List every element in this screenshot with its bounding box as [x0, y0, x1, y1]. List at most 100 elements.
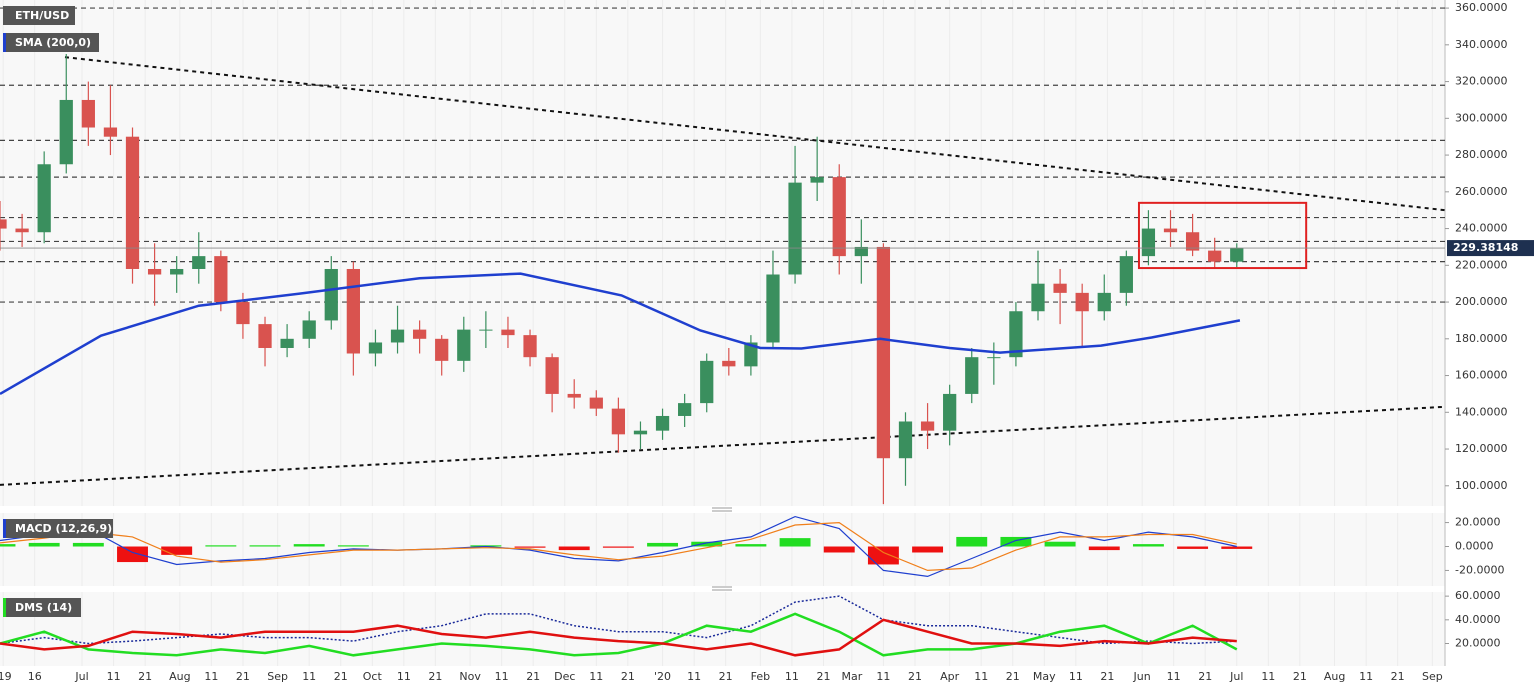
x-tick-label: 11 [302, 670, 316, 683]
candle-body [192, 256, 206, 269]
x-tick-label: 11 [1261, 670, 1275, 683]
candle-body [324, 268, 338, 321]
x-tick-label: 21 [1006, 670, 1020, 683]
x-tick-label: 21 [334, 670, 348, 683]
grip [712, 507, 732, 591]
dms-title: DMS (14) [15, 601, 72, 614]
y-tick-label: 160.0000 [1455, 369, 1508, 382]
x-tick-label: May [1033, 670, 1056, 683]
candle-body [214, 256, 228, 303]
y-tick-label: 260.0000 [1455, 185, 1508, 198]
histogram-bar [1000, 536, 1032, 547]
histogram-bar [161, 546, 193, 555]
candle-body [1009, 311, 1023, 358]
candle-body [346, 268, 360, 354]
label-bg [3, 33, 99, 52]
candle-body [722, 360, 736, 367]
candle-body [1230, 248, 1244, 262]
y-tick-label: 0.0000 [1455, 540, 1494, 553]
histogram-bar [514, 546, 546, 548]
x-tick-label: 21 [816, 670, 830, 683]
x-tick-label: Oct [363, 670, 383, 683]
chart-title: ETH/USD [15, 9, 69, 22]
x-tick-label: Mar [841, 670, 862, 683]
candle-body [280, 338, 294, 348]
candle-body [987, 357, 1001, 359]
histogram-bar [205, 545, 237, 547]
candle-body [832, 177, 846, 257]
candle-body [611, 408, 626, 435]
histogram-bar [823, 546, 855, 553]
candle-body [545, 357, 559, 394]
candle-body [501, 329, 515, 336]
x-tick-label: Jun [1133, 670, 1151, 683]
candle-body [876, 246, 891, 459]
histogram-bar [0, 544, 16, 547]
histogram-bar [691, 541, 723, 547]
candle-body [898, 421, 913, 459]
x-tick-label: 11 [1069, 670, 1083, 683]
x-tick-label: 11 [589, 670, 603, 683]
x-tick-label: Jul [74, 670, 88, 683]
candle-body [81, 99, 95, 128]
histogram-bar [735, 544, 767, 547]
x-tick-label: Apr [940, 670, 960, 683]
y-tick-label: 40.0000 [1455, 613, 1501, 626]
histogram-bar [28, 542, 60, 547]
x-tick-label: 11 [204, 670, 218, 683]
x-tick-label: Aug [1324, 670, 1345, 683]
candle-body [1163, 228, 1178, 233]
candle-body [766, 274, 780, 343]
candle-body [810, 177, 824, 183]
histogram-bar [912, 546, 944, 553]
histogram-bar [249, 545, 281, 547]
histogram-bar [1177, 546, 1209, 549]
histogram-bar [956, 536, 988, 547]
histogram-bar [1132, 544, 1164, 547]
label-bg [3, 519, 113, 538]
candle-body [633, 430, 648, 435]
x-tick-label: 21 [236, 670, 250, 683]
candle-body [965, 357, 979, 394]
histogram-bar [558, 546, 590, 551]
candle-body [1208, 250, 1222, 262]
candle-body [1031, 283, 1045, 312]
x-tick-label: 21 [908, 670, 922, 683]
x-tick-label: 11 [397, 670, 411, 683]
trend-line [0, 405, 1446, 486]
candle-body [170, 268, 184, 275]
y-tick-label: 320.0000 [1455, 75, 1508, 88]
candle-body [1075, 292, 1089, 312]
candle-body [678, 403, 692, 416]
y-tick-label: 360.0000 [1455, 1, 1508, 14]
y-tick-label: -20.0000 [1455, 563, 1504, 576]
x-tick-label: Feb [751, 670, 770, 683]
last-price-bg [1447, 240, 1534, 257]
y-tick-label: 200.0000 [1455, 295, 1508, 308]
candle-body [103, 127, 118, 137]
last-price-label: 229.38148 [1453, 241, 1518, 254]
macd-panel [0, 513, 1445, 586]
candle-body [655, 415, 670, 431]
candle-body [788, 182, 802, 275]
label-bg [3, 598, 81, 617]
y-tick-label: 220.0000 [1455, 258, 1508, 271]
label-stripe [3, 519, 6, 538]
x-tick-label: 21 [428, 670, 442, 683]
x-tick-label: 11 [107, 670, 121, 683]
x-tick-label: 21 [1391, 670, 1405, 683]
main-panel [0, 0, 1445, 506]
y-tick-label: 120.0000 [1455, 442, 1508, 455]
sma-line [0, 272, 1241, 395]
minus-di-line [0, 618, 1237, 657]
histogram-bar [293, 544, 325, 547]
candle-body [258, 324, 272, 348]
signal-line [0, 521, 1237, 572]
candle-body [744, 342, 758, 367]
macd-title: MACD (12,26,9) [15, 522, 112, 535]
adx-line [0, 595, 1237, 645]
x-tick-label: 11 [1359, 670, 1373, 683]
study-label: SMA (200,0) [15, 36, 91, 49]
candle-body [15, 228, 29, 233]
